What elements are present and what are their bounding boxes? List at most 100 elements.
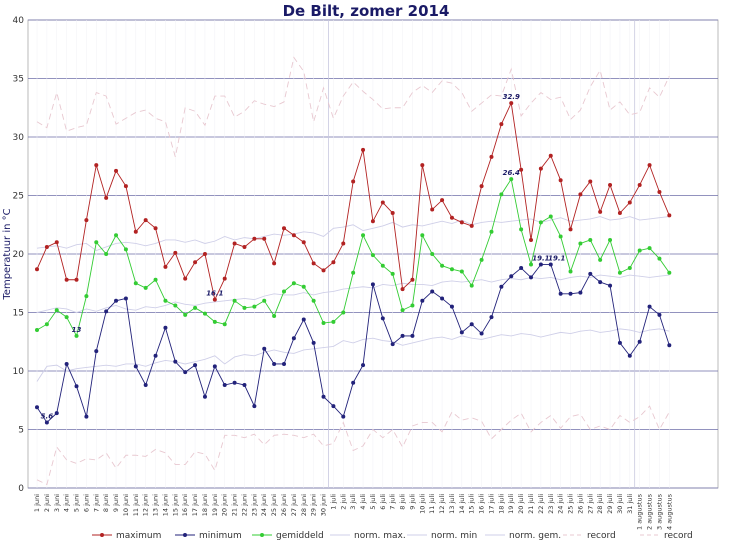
legend-item-2: gemiddeld <box>252 531 324 541</box>
x-tick-label-53: 24 juli <box>557 494 565 514</box>
legend-item-3: norm. max. <box>330 531 406 541</box>
point-0-63 <box>657 189 662 194</box>
point-2-25 <box>282 289 286 294</box>
point-1-17 <box>202 394 207 399</box>
point-2-32 <box>351 270 356 275</box>
point-2-39 <box>420 233 425 238</box>
point-2-20 <box>232 298 237 303</box>
point-2-16 <box>193 305 198 310</box>
point-0-22 <box>252 236 257 241</box>
x-tick-label-21: 22 juni <box>240 494 248 516</box>
point-2-40 <box>430 252 435 256</box>
point-2-57 <box>598 257 603 262</box>
point-0-4 <box>74 277 79 282</box>
point-1-58 <box>608 283 613 288</box>
point-1-37 <box>400 333 405 338</box>
point-0-6 <box>94 163 99 168</box>
x-tick-label-29: 30 juni <box>320 494 328 516</box>
point-2-43 <box>459 269 464 274</box>
point-0-44 <box>469 223 474 228</box>
point-2-8 <box>114 233 119 238</box>
point-2-55 <box>578 241 583 246</box>
point-0-13 <box>163 264 168 269</box>
point-1-33 <box>361 363 366 368</box>
point-0-27 <box>301 240 306 245</box>
series-layer <box>35 56 672 486</box>
series-5-norm-gem- <box>36 274 670 313</box>
point-1-22 <box>252 404 257 409</box>
point-1-63 <box>657 312 662 317</box>
point-0-29 <box>321 268 326 273</box>
y-tick-label-8: 40 <box>13 16 25 26</box>
point-2-34 <box>370 253 375 258</box>
point-1-61 <box>637 339 642 344</box>
point-0-33 <box>361 147 366 152</box>
x-tick-label-28: 29 juni <box>310 494 318 516</box>
x-tick-label-5: 6 juni <box>82 494 90 512</box>
y-tick-label-3: 15 <box>13 309 24 319</box>
legend-label-4: norm. min <box>431 531 477 541</box>
x-tick-label-0: 1 juni <box>33 494 41 512</box>
point-2-27 <box>301 284 306 289</box>
point-1-42 <box>449 304 454 309</box>
point-0-5 <box>84 218 89 223</box>
point-2-36 <box>390 271 395 276</box>
point-1-30 <box>331 404 336 409</box>
x-tick-label-13: 14 juni <box>161 494 169 516</box>
point-1-29 <box>321 394 326 399</box>
point-0-18 <box>212 297 217 302</box>
point-2-14 <box>173 303 178 308</box>
x-tick-label-47: 18 juli <box>497 494 505 514</box>
legend-item-4: norm. min <box>407 531 477 541</box>
point-0-58 <box>608 182 613 187</box>
y-tick-label-7: 35 <box>13 75 24 85</box>
legend-item-1: minimum <box>175 531 242 541</box>
point-2-60 <box>627 266 632 271</box>
point-0-11 <box>143 218 148 223</box>
x-tick-label-59: 30 juli <box>616 494 624 514</box>
point-2-44 <box>469 283 474 288</box>
x-tick-label-49: 20 juli <box>517 494 525 514</box>
x-tick-label-16: 17 juni <box>191 494 199 516</box>
point-0-45 <box>479 184 484 189</box>
point-1-62 <box>647 304 652 309</box>
point-1-14 <box>173 359 178 364</box>
x-tick-label-34: 5 juli <box>369 494 377 510</box>
point-0-41 <box>440 198 445 203</box>
point-2-35 <box>380 263 385 268</box>
point-2-5 <box>84 294 89 299</box>
x-tick-label-32: 3 juli <box>349 494 357 510</box>
point-2-18 <box>212 319 217 324</box>
y-tick-label-2: 10 <box>13 367 25 377</box>
point-0-3 <box>64 277 69 282</box>
x-tick-label-62: 2 augustus <box>646 493 654 530</box>
point-2-1 <box>44 322 49 327</box>
point-2-3 <box>64 315 69 320</box>
point-1-55 <box>578 290 583 295</box>
x-tick-label-51: 22 juli <box>537 494 545 514</box>
x-tick-label-60: 31 juli <box>626 494 634 514</box>
point-0-50 <box>529 237 533 242</box>
point-1-49 <box>519 266 524 271</box>
point-2-52 <box>548 214 553 219</box>
x-tick-label-56: 27 juli <box>586 494 594 514</box>
point-1-23 <box>262 346 267 351</box>
chart-title: De Bilt, zomer 2014 <box>283 2 450 20</box>
point-2-42 <box>449 267 454 272</box>
point-0-19 <box>222 276 227 281</box>
point-2-10 <box>133 281 138 286</box>
x-tick-label-35: 6 juli <box>379 494 387 510</box>
point-0-39 <box>420 163 425 168</box>
point-0-54 <box>568 227 573 232</box>
point-1-18 <box>212 364 217 369</box>
point-1-15 <box>183 370 188 375</box>
series-6-record <box>36 56 670 158</box>
y-axis-label: Temperatuur in °C <box>2 208 13 300</box>
x-tick-label-31: 2 juli <box>339 494 347 510</box>
point-1-27 <box>301 317 306 322</box>
point-1-24 <box>272 361 277 366</box>
x-tick-label-3: 4 juni <box>63 494 71 512</box>
point-2-51 <box>538 220 543 225</box>
annotation-3: 32.9 <box>503 93 520 101</box>
point-2-11 <box>143 285 148 290</box>
